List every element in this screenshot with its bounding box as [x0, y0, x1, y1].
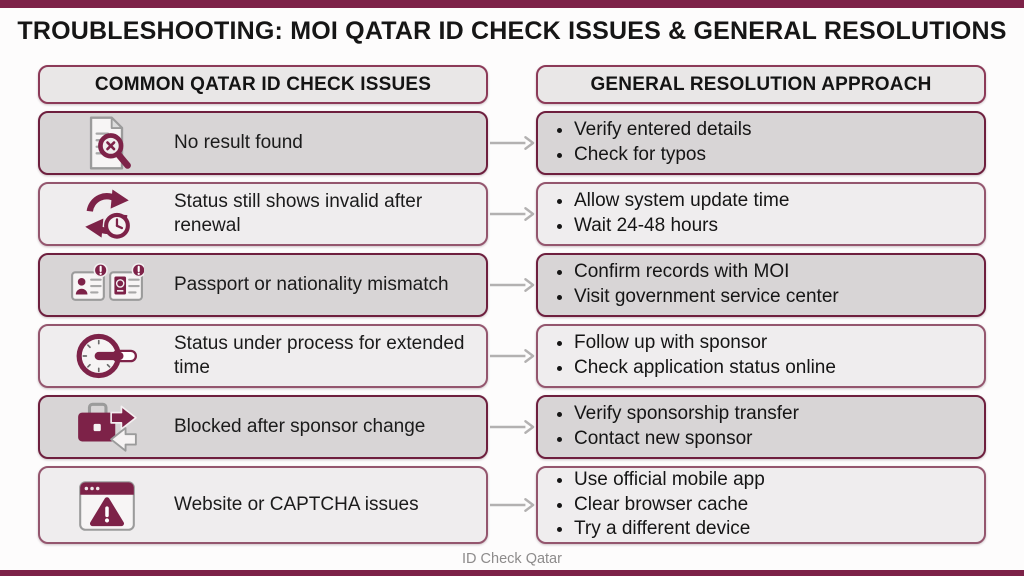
- resolutions-column-header: GENERAL RESOLUTION APPROACH: [536, 65, 986, 104]
- resolution-item: Follow up with sponsor: [574, 331, 836, 356]
- resolution-item: Verify entered details: [574, 118, 751, 143]
- document-search-icon: [40, 113, 174, 173]
- issue-label: Passport or nationality mismatch: [174, 274, 449, 296]
- issue-label: Status still shows invalid after renewal: [174, 191, 423, 236]
- browser-warning-icon: [40, 475, 174, 535]
- clock-extended-icon: [40, 327, 174, 385]
- header-row: COMMON QATAR ID CHECK ISSUES GENERAL RES…: [38, 65, 986, 104]
- resolution-item: Wait 24-48 hours: [574, 214, 789, 239]
- issues-column-header: COMMON QATAR ID CHECK ISSUES: [38, 65, 488, 104]
- resolution-item: Check for typos: [574, 143, 751, 168]
- resolution-list: Allow system update time Wait 24-48 hour…: [538, 189, 789, 238]
- id-cards-alert-icon: [40, 257, 174, 313]
- bottom-accent-bar: [0, 570, 1024, 576]
- issue-card: No result found: [38, 111, 488, 175]
- troubleshooting-table: COMMON QATAR ID CHECK ISSUES GENERAL RES…: [38, 65, 986, 544]
- table-row: Website or CAPTCHA issues Use official m…: [38, 466, 986, 544]
- resolution-card: Verify entered details Check for typos: [536, 111, 986, 175]
- resolution-item: Clear browser cache: [574, 493, 765, 518]
- resolution-item: Try a different device: [574, 517, 765, 542]
- resolution-card: Confirm records with MOI Visit governmen…: [536, 253, 986, 317]
- resolution-list: Use official mobile app Clear browser ca…: [538, 468, 765, 542]
- resolution-list: Verify entered details Check for typos: [538, 118, 751, 167]
- resolution-card: Use official mobile app Clear browser ca…: [536, 466, 986, 544]
- resolution-item: Confirm records with MOI: [574, 260, 839, 285]
- resolution-item: Use official mobile app: [574, 468, 765, 493]
- resolution-item: Verify sponsorship transfer: [574, 402, 799, 427]
- flow-arrow-icon: [488, 111, 536, 175]
- flow-arrow-icon: [488, 466, 536, 544]
- issue-label: Blocked after sponsor change: [174, 416, 426, 438]
- resolution-list: Verify sponsorship transfer Contact new …: [538, 402, 799, 451]
- resolution-list: Confirm records with MOI Visit governmen…: [538, 260, 839, 309]
- resolution-item: Visit government service center: [574, 285, 839, 310]
- issue-card: Status under process for extended time: [38, 324, 488, 388]
- flow-arrow-icon: [488, 324, 536, 388]
- resolution-item: Check application status online: [574, 356, 836, 381]
- header-spacer: [488, 65, 536, 104]
- table-row: No result found Verify entered details C…: [38, 111, 986, 175]
- issue-card: Website or CAPTCHA issues: [38, 466, 488, 544]
- footer-watermark: ID Check Qatar: [462, 551, 562, 567]
- flow-arrow-icon: [488, 395, 536, 459]
- issue-label: No result found: [174, 132, 303, 154]
- table-row: Status still shows invalid after renewal…: [38, 182, 986, 246]
- briefcase-swap-icon: [40, 399, 174, 455]
- table-row: Status under process for extended time F…: [38, 324, 986, 388]
- table-row: Passport or nationality mismatch Confirm…: [38, 253, 986, 317]
- resolution-card: Verify sponsorship transfer Contact new …: [536, 395, 986, 459]
- resolution-card: Allow system update time Wait 24-48 hour…: [536, 182, 986, 246]
- flow-arrow-icon: [488, 253, 536, 317]
- resolution-item: Contact new sponsor: [574, 427, 799, 452]
- page-title: TROUBLESHOOTING: MOI QATAR ID CHECK ISSU…: [17, 17, 1007, 45]
- top-accent-bar: [0, 0, 1024, 8]
- resolution-card: Follow up with sponsor Check application…: [536, 324, 986, 388]
- issue-card: Passport or nationality mismatch: [38, 253, 488, 317]
- table-row: Blocked after sponsor change Verify spon…: [38, 395, 986, 459]
- issue-label: Website or CAPTCHA issues: [174, 494, 419, 516]
- issue-label: Status under process for extended time: [174, 333, 465, 378]
- sync-clock-icon: [40, 185, 174, 243]
- flow-arrow-icon: [488, 182, 536, 246]
- resolution-list: Follow up with sponsor Check application…: [538, 331, 836, 380]
- resolution-item: Allow system update time: [574, 189, 789, 214]
- issue-card: Status still shows invalid after renewal: [38, 182, 488, 246]
- issue-card: Blocked after sponsor change: [38, 395, 488, 459]
